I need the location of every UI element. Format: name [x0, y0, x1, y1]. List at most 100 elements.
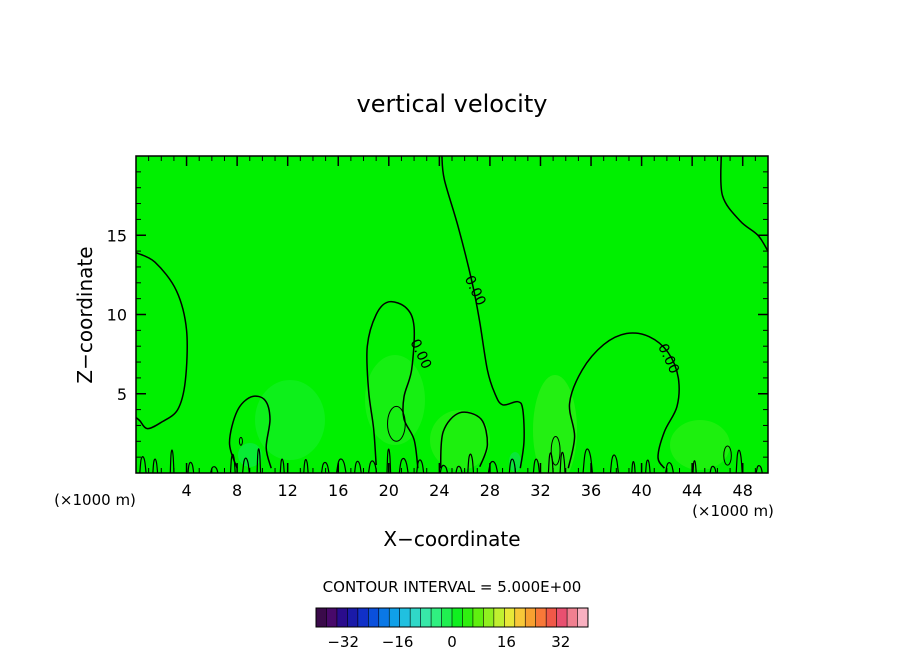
downdraft-shade: [238, 443, 262, 467]
contour-surface-wiggle: [665, 462, 674, 473]
colorbar-swatch: [399, 608, 411, 627]
contour-closed-cell: [723, 445, 732, 466]
colorbar-swatch: [378, 608, 390, 627]
colorbar-swatch: [514, 608, 526, 627]
contour-closed-cell: [238, 436, 243, 446]
contour-zero-line: [136, 252, 188, 430]
x-tick-label: 12: [278, 481, 298, 500]
colorbar-swatch: [462, 608, 474, 627]
contour-surface-wiggle: [532, 458, 540, 473]
updraft-shade: [670, 420, 730, 470]
contour-surface-wiggle: [152, 458, 159, 473]
contour-surface-wiggle: [631, 460, 636, 473]
contour-lines: [136, 156, 768, 473]
colorbar-swatch: [410, 608, 421, 627]
colorbar-swatch: [316, 608, 327, 627]
contour-surface-wiggle: [582, 448, 593, 473]
contour-surface-wiggle: [229, 453, 236, 473]
y-tick-label: 15: [107, 226, 127, 245]
x-tick-label: 32: [530, 481, 550, 500]
x-tick-label: 16: [328, 481, 348, 500]
plot-background: [136, 156, 768, 473]
contour-surface-wiggle: [303, 458, 309, 473]
x-unit-left: (×1000 m): [54, 491, 136, 509]
x-tick-label: 44: [682, 481, 702, 500]
colorbar-swatch: [452, 608, 463, 627]
colorbar-swatch: [420, 608, 432, 627]
contour-surface-wiggle: [256, 448, 262, 473]
contour-closed-cell: [387, 405, 406, 442]
colorbar-swatch: [567, 608, 578, 627]
x-tick-label: 24: [429, 481, 449, 500]
colorbar-tick-label: 0: [447, 633, 457, 651]
contour-surface-wiggle: [187, 461, 195, 473]
contour-surface-wiggle: [439, 464, 449, 473]
contour-zero-line: [719, 156, 768, 252]
colorbar-tick-label: −32: [327, 633, 359, 651]
colorbar-swatch: [347, 608, 359, 627]
contour-surface-wiggle: [169, 449, 175, 473]
contour-zero-line: [366, 300, 419, 469]
y-tick-label: 5: [117, 385, 127, 404]
colorbar-swatch: [577, 608, 589, 627]
updraft-shade: [533, 375, 577, 473]
contour-closed-cell: [550, 436, 561, 466]
colorbar-swatch: [389, 608, 400, 627]
contour-surface-wiggle: [755, 465, 763, 473]
colorbar-swatch: [472, 608, 484, 627]
contour-surface-wiggle: [709, 465, 717, 473]
contour-surface-wiggle: [139, 456, 147, 473]
colorbar-frame: [315, 607, 589, 628]
colorbar-swatch: [493, 608, 505, 627]
x-tick-label: 4: [181, 481, 191, 500]
contour-surface-wiggle: [279, 458, 285, 473]
colorbar-swatch: [441, 608, 453, 627]
y-axis-label: Z−coordinate: [73, 246, 97, 383]
colorbar-swatch: [525, 608, 536, 627]
contour-surface-wiggle: [354, 460, 362, 473]
colorbar-swatch: [556, 608, 568, 627]
x-tick-label: 8: [232, 481, 242, 500]
contour-zero-line: [441, 156, 525, 469]
y-axis: 5 10 15: [107, 171, 768, 458]
contour-surface-wiggle: [609, 454, 619, 473]
contour-surface-wiggle: [242, 457, 250, 473]
plot-area: 0.000.00 0.00: [135, 155, 769, 474]
y-tick-label: 10: [107, 306, 127, 325]
colorbar-swatch: [483, 608, 495, 627]
contour-surface-wiggle: [467, 453, 475, 473]
x-tick-label: 48: [733, 481, 753, 500]
contour-surface-wiggle: [645, 459, 651, 473]
contour-surface-wiggle: [547, 452, 554, 473]
contour-interval-note: CONTOUR INTERVAL = 5.000E+00: [323, 578, 582, 596]
contour-zero-line: [567, 332, 680, 469]
colorbar: [315, 607, 589, 628]
x-tick-label: 36: [581, 481, 601, 500]
contour-surface-wiggle: [692, 460, 697, 473]
colorbar-swatch: [504, 608, 516, 627]
contour-surface-wiggle: [398, 457, 409, 473]
x-tick-label: 28: [480, 481, 500, 500]
x-axis: 4 8 12 16 20 24 28 32 36 40 44 48: [148, 156, 756, 500]
contour-surface-wiggle: [508, 458, 517, 473]
contour-surface-wiggle: [455, 465, 463, 473]
x-unit-right: (×1000 m): [692, 502, 774, 520]
colorbar-swatch: [357, 608, 369, 627]
contour-surface-wiggle: [368, 460, 378, 473]
updraft-shade: [430, 410, 490, 470]
colorbar-swatch: [368, 608, 380, 627]
colorbar-swatch: [535, 608, 547, 627]
contour-zero-line: [439, 411, 489, 469]
x-tick-label: 20: [379, 481, 399, 500]
x-axis-label: X−coordinate: [383, 527, 520, 551]
contour-surface-wiggle: [559, 451, 566, 473]
contour-surface-wiggle: [735, 449, 743, 473]
colorbar-tick-label: 32: [551, 633, 570, 651]
colorbar-tick-label: −16: [382, 633, 414, 651]
contour-surface-wiggle: [386, 448, 392, 473]
x-tick-label: 40: [631, 481, 651, 500]
contour-surface-wiggle: [416, 459, 425, 473]
colorbar-swatch: [336, 608, 348, 627]
colorbar-swatch: [546, 608, 557, 627]
